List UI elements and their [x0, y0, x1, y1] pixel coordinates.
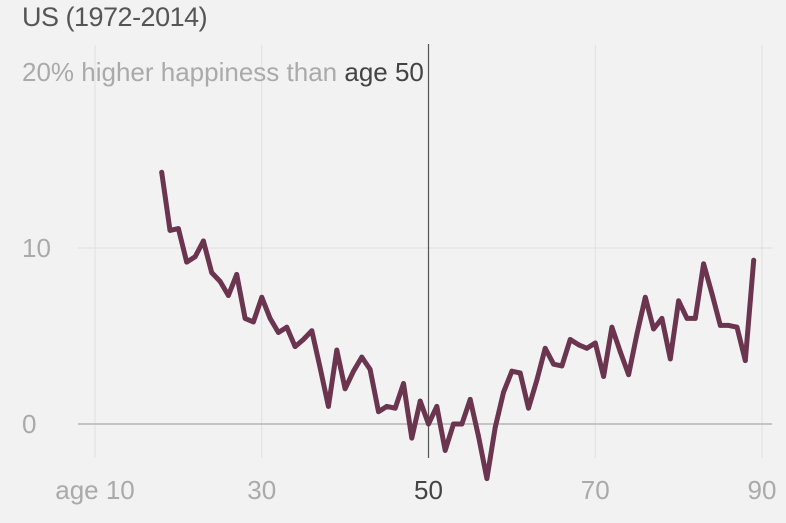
data-point — [267, 316, 273, 321]
data-point — [526, 405, 531, 411]
data-point — [476, 433, 481, 439]
data-point — [309, 328, 315, 334]
data-point — [584, 345, 590, 351]
data-point — [359, 354, 365, 360]
y-tick-label-20-text: 20% higher happiness than — [22, 57, 344, 87]
data-point — [301, 337, 306, 342]
data-point — [734, 324, 740, 330]
data-point — [684, 316, 690, 321]
data-point — [617, 349, 623, 355]
y-tick-label-10: 10 — [22, 233, 51, 263]
x-tick-label-90: 90 — [748, 475, 777, 505]
data-point — [601, 374, 606, 379]
series-line-0 — [159, 169, 757, 482]
data-point — [517, 370, 523, 376]
data-point — [726, 323, 732, 328]
gridlines — [78, 45, 772, 458]
data-point — [276, 330, 281, 335]
data-point — [175, 226, 181, 232]
series-layer — [159, 169, 757, 482]
data-point — [634, 331, 640, 337]
data-point — [184, 259, 190, 265]
x-tick-label-10: age 10 — [55, 475, 135, 505]
data-point — [659, 316, 665, 321]
data-point — [651, 326, 657, 332]
data-point — [692, 316, 698, 321]
y-tick-label-20: 20% higher happiness than age 50 — [22, 57, 424, 87]
data-point — [317, 365, 323, 371]
data-point — [426, 421, 431, 427]
data-point — [551, 361, 556, 367]
data-point — [434, 404, 440, 409]
y-axis-ticks: 0 10 20% higher happiness than age 50 — [22, 57, 424, 439]
data-point — [226, 293, 231, 298]
data-point — [159, 169, 165, 175]
data-point — [401, 381, 406, 386]
data-point — [501, 389, 506, 395]
data-point — [334, 347, 340, 353]
data-point — [592, 340, 598, 346]
data-point — [376, 409, 381, 415]
data-point — [559, 363, 565, 369]
y-tick-label-0: 0 — [22, 409, 36, 439]
data-point — [209, 270, 215, 276]
data-point — [342, 386, 348, 392]
data-point — [642, 294, 648, 300]
data-point — [251, 319, 256, 325]
data-point — [576, 342, 581, 348]
data-point — [192, 254, 198, 260]
data-point — [292, 344, 298, 349]
x-tick-label-70: 70 — [581, 475, 610, 505]
data-point — [367, 367, 373, 372]
data-point — [284, 324, 290, 330]
data-point — [492, 425, 498, 430]
x-axis-ticks: age 10 30 50 70 90 — [55, 475, 776, 505]
data-point — [676, 298, 682, 304]
chart-title: US (1972-2014) — [22, 2, 208, 32]
data-point — [242, 316, 248, 321]
data-point — [542, 345, 548, 351]
data-point — [234, 272, 240, 277]
data-point — [626, 372, 631, 378]
data-point — [751, 257, 757, 263]
data-point — [667, 356, 673, 362]
data-point — [326, 404, 331, 409]
data-point — [467, 396, 473, 402]
data-point — [351, 368, 356, 374]
data-point — [392, 405, 398, 411]
data-point — [259, 294, 265, 300]
data-point — [217, 279, 223, 284]
data-point — [709, 291, 715, 297]
data-point — [509, 368, 515, 374]
data-point — [409, 435, 415, 441]
data-point — [609, 324, 615, 330]
x-tick-label-30: 30 — [247, 475, 276, 505]
data-point — [742, 358, 748, 364]
data-point — [451, 421, 456, 427]
data-point — [534, 377, 540, 383]
data-point — [200, 238, 206, 244]
x-tick-label-50: 50 — [414, 475, 443, 505]
data-point — [442, 448, 448, 453]
data-point — [717, 323, 723, 328]
data-point — [459, 421, 465, 427]
data-point — [484, 476, 490, 481]
data-point — [167, 228, 173, 233]
data-point — [567, 337, 573, 342]
data-point — [417, 398, 423, 404]
data-point — [701, 261, 707, 267]
data-point — [384, 404, 390, 409]
reference-age-label: age 50 — [344, 57, 424, 87]
